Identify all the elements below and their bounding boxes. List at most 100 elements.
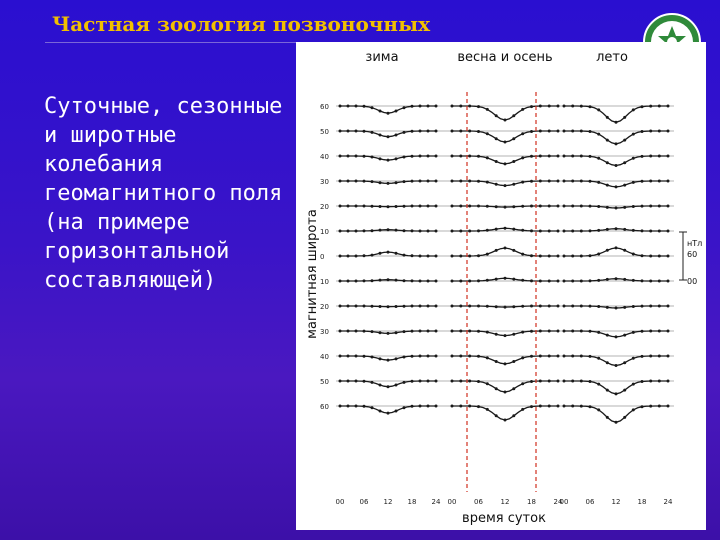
data-point [459, 204, 463, 208]
data-point [402, 304, 406, 308]
data-point [512, 305, 516, 309]
data-point [418, 129, 422, 133]
data-point [386, 385, 390, 389]
data-point [386, 181, 390, 185]
data-point [538, 204, 542, 208]
data-point [394, 331, 398, 335]
data-point [354, 204, 358, 208]
data-point [556, 329, 560, 333]
scale-legend: нТл 60 00 [679, 231, 702, 286]
data-point [459, 404, 463, 408]
data-point [538, 179, 542, 183]
data-point [657, 329, 661, 333]
data-point [354, 229, 358, 233]
data-point [378, 251, 382, 255]
data-point [494, 182, 498, 186]
data-point [649, 104, 653, 108]
data-point [512, 360, 516, 363]
data-point [571, 254, 575, 258]
data-point [530, 105, 533, 109]
data-point [362, 229, 366, 233]
data-point [468, 379, 472, 383]
data-point [571, 179, 575, 183]
y-axis-label: магнитная широта [305, 209, 320, 339]
data-point [338, 304, 342, 308]
data-point [666, 154, 670, 158]
variation-curve [564, 105, 668, 123]
data-point [370, 330, 374, 334]
data-point [623, 161, 627, 165]
data-point [426, 179, 430, 183]
data-point [640, 229, 644, 233]
hour-tick: 12 [501, 498, 510, 506]
data-point [571, 279, 575, 283]
data-point [370, 304, 374, 308]
data-point [649, 229, 653, 233]
data-point [468, 154, 472, 158]
data-point [562, 379, 566, 383]
data-point [378, 109, 382, 113]
data-point [657, 204, 661, 208]
data-point [571, 104, 575, 108]
data-point [418, 104, 422, 108]
data-point [386, 250, 390, 254]
data-point [530, 154, 533, 158]
data-point [410, 179, 414, 183]
data-point [402, 130, 406, 134]
data-point [530, 254, 533, 258]
data-point [362, 354, 366, 358]
data-point [450, 154, 454, 158]
data-point [477, 105, 480, 109]
data-point [434, 379, 438, 383]
data-point [394, 228, 398, 232]
data-point [649, 329, 653, 333]
data-point [597, 228, 601, 232]
data-point [418, 229, 422, 233]
data-point [562, 179, 566, 183]
data-point [547, 404, 551, 408]
data-point [468, 304, 472, 308]
data-point [402, 229, 406, 233]
data-point [386, 111, 390, 115]
data-point [418, 204, 422, 208]
data-point [402, 106, 406, 110]
data-point [378, 305, 382, 308]
data-point [362, 254, 366, 258]
data-point [556, 154, 560, 158]
data-point [538, 279, 542, 283]
data-point [556, 254, 560, 258]
data-point [556, 179, 560, 183]
data-point [649, 154, 653, 158]
data-point [459, 104, 463, 108]
data-point [640, 204, 644, 208]
data-point [579, 379, 583, 383]
data-point [450, 204, 454, 208]
data-point [477, 179, 480, 183]
data-point [521, 304, 525, 308]
data-point [346, 354, 350, 358]
data-point [338, 254, 342, 258]
data-point [623, 333, 627, 337]
data-point [597, 305, 601, 308]
data-point [354, 304, 358, 308]
data-point [494, 227, 498, 231]
data-point [378, 228, 382, 232]
data-point [362, 329, 366, 333]
data-point [485, 180, 489, 184]
data-point [631, 108, 635, 112]
data-point [386, 205, 390, 209]
data-point [556, 279, 560, 283]
data-point [530, 304, 533, 308]
data-point [562, 354, 566, 358]
data-point [370, 355, 374, 359]
data-point [579, 304, 583, 308]
data-point [346, 404, 350, 408]
data-point [370, 204, 374, 208]
data-point [547, 229, 551, 233]
data-point [402, 380, 406, 384]
data-point [346, 379, 350, 383]
data-point [614, 142, 618, 146]
data-point [623, 138, 627, 142]
data-point [512, 160, 516, 163]
data-point [362, 129, 366, 133]
